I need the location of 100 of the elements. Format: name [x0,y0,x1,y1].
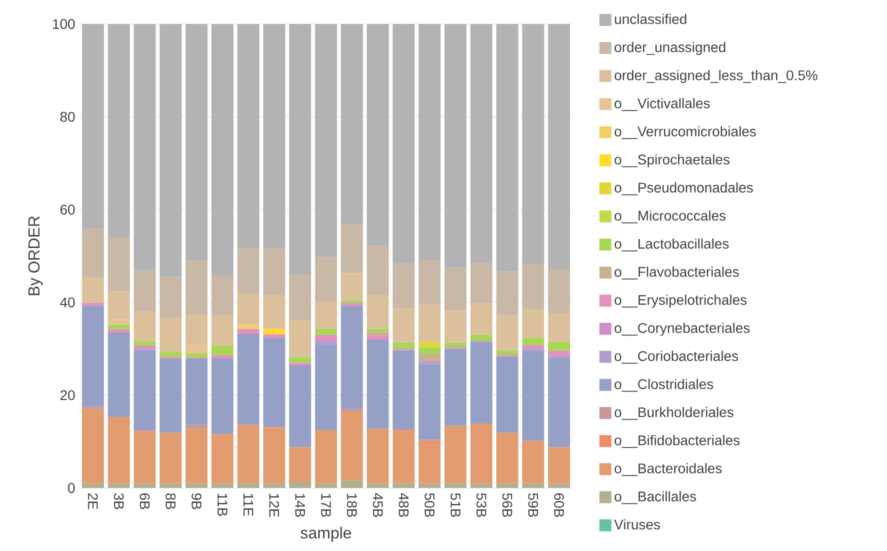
bar [366,335,389,340]
bar [82,277,104,303]
bar [160,318,182,352]
bar [496,356,518,433]
legend-label: o__Victivallales [614,98,710,111]
bar [160,352,182,356]
bar [315,301,338,329]
bar [392,350,415,430]
bar [548,447,570,484]
legend-label: o__Bifidobacteriales [614,435,740,448]
bar [160,432,182,484]
y-tick-label: 60 [60,204,75,215]
bar [237,483,260,488]
bar [108,324,130,330]
bar [340,300,363,303]
bar [444,342,466,346]
bar [392,24,415,264]
bar [211,483,234,488]
bar [289,24,312,275]
bar [289,366,312,448]
bar [160,356,182,359]
x-axis-title: sample [300,526,352,542]
bar [134,346,156,348]
bar [548,483,570,488]
bar [470,24,492,262]
bar [418,353,441,361]
x-tick-label: 45B [372,493,383,517]
bar [548,314,570,342]
bar [470,342,492,424]
bar [211,358,234,434]
bar [496,272,518,316]
bar [548,342,570,351]
bar [237,328,260,334]
bar [263,294,286,329]
bar [134,270,156,312]
bar [263,483,286,488]
bar [470,303,492,335]
bar [418,304,441,342]
bar [496,353,518,356]
bar [366,332,389,336]
x-tick-label: 2E [88,493,98,510]
y-tick-label: 100 [53,19,75,29]
x-tick-label: 3B [114,493,124,510]
bar [418,443,441,484]
bar [444,24,466,268]
bar [392,342,415,348]
bar [366,246,389,295]
x-tick-label: 50B [424,493,435,517]
legend-label: o__Erysipelotrichales [614,294,747,308]
x-tick-label: 8B [166,493,176,510]
bar [496,350,518,354]
bar [548,269,570,314]
bar [289,447,312,482]
x-tick-label: 60B [554,493,564,517]
legend-label: o__Lactobacillales [614,238,729,252]
bar [366,483,389,488]
bar [237,424,260,484]
bar [315,328,338,335]
legend-label: unclassified [614,14,686,24]
bar [108,417,130,484]
bar [548,355,570,359]
bar [82,24,104,230]
bar [263,334,286,338]
bar [522,440,544,484]
bar [522,338,544,346]
bar [392,347,415,350]
bar [340,224,363,274]
bar [211,316,234,346]
bar [340,273,363,300]
bar [418,347,441,354]
bar [134,350,156,431]
bar [522,483,544,488]
bar [496,483,518,488]
legend-label: o__Verrucomicrobiales [614,126,756,140]
bar [418,483,441,488]
y-tick-label: 20 [60,390,75,400]
y-tick-label: 0 [68,483,75,493]
bar [496,316,518,351]
bar [186,353,208,357]
x-tick-label: 12E [269,494,280,517]
bar [82,483,104,488]
bar [211,355,234,359]
bar [392,308,415,343]
x-tick-label: 14B [295,494,305,517]
bar [237,294,260,326]
x-tick-label: 17B [321,494,331,517]
bar [263,427,286,484]
bar [444,483,466,488]
bar [522,264,544,310]
bar [211,434,234,484]
bar [340,24,363,225]
bar [134,341,156,346]
bar [340,306,363,410]
bar [392,483,415,488]
bar [315,344,338,430]
bar [108,483,130,488]
bar [315,24,338,258]
bar [522,350,544,441]
bar [186,260,208,314]
legend-label: o__Flavobacteriales [614,266,739,280]
